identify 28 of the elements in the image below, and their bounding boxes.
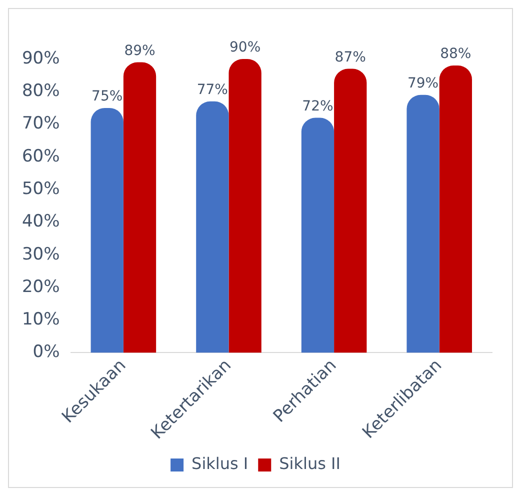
data-label: 88% [440,46,472,62]
data-label: 77% [196,82,228,98]
y-tick-label: 80% [22,81,60,102]
data-label: 72% [302,98,334,114]
bar [406,94,440,353]
y-tick-label: 10% [22,310,60,330]
data-label: 75% [92,88,123,105]
y-tick-label: 40% [22,212,60,232]
y-tick-label: 60% [22,146,60,166]
y-tick-label: 70% [22,114,60,134]
data-label: 89% [124,42,156,59]
data-label: 79% [407,76,439,92]
bar [334,68,367,353]
bar [123,62,156,353]
bar [90,108,124,353]
y-tick-label: 0% [32,342,60,362]
bar [439,66,472,353]
data-label: 90% [230,40,261,56]
bar [196,101,229,353]
y-tick-label: 20% [22,276,60,297]
y-tick-label: 90% [22,48,60,68]
legend-label: Siklus I [192,454,248,474]
bar [301,118,334,353]
bar [228,59,262,353]
legend-label: Siklus II [279,454,340,474]
data-label: 87% [334,49,366,66]
y-tick-label: 50% [22,178,60,199]
y-tick-label: 30% [22,244,60,264]
